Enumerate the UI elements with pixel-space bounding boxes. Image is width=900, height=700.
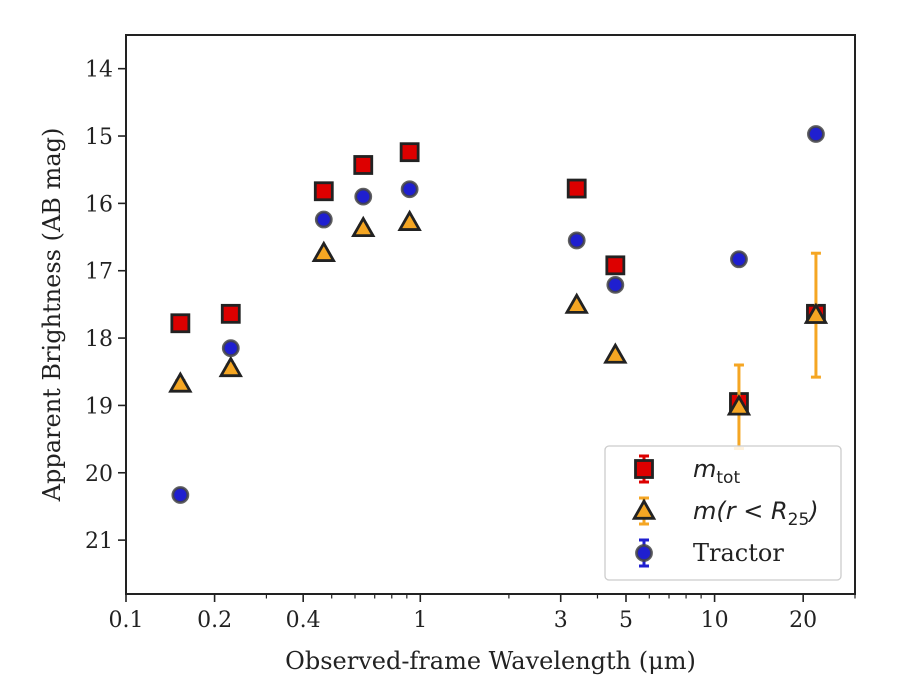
data-point bbox=[220, 303, 241, 324]
legend-marker bbox=[635, 544, 653, 562]
data-point bbox=[218, 355, 243, 378]
data-point bbox=[313, 181, 334, 202]
data-point bbox=[399, 142, 420, 163]
series-circle bbox=[171, 125, 825, 504]
y-tick-label: 14 bbox=[85, 58, 113, 83]
y-tick-label: 19 bbox=[85, 394, 113, 419]
data-point bbox=[354, 187, 373, 206]
y-tick-label: 15 bbox=[85, 125, 113, 150]
y-axis-title: Apparent Brightness (AB mag) bbox=[38, 128, 66, 503]
plot-frame bbox=[125, 34, 856, 595]
x-tick-label: 10 bbox=[701, 608, 729, 633]
data-point bbox=[606, 275, 625, 294]
y-tick-label: 18 bbox=[85, 327, 113, 352]
y-tick-label: 17 bbox=[85, 260, 113, 285]
data-point bbox=[566, 178, 587, 199]
legend-label: mtot bbox=[693, 455, 740, 488]
legend-marker bbox=[634, 459, 654, 479]
y-tick-label: 16 bbox=[85, 192, 113, 217]
data-point bbox=[168, 371, 193, 393]
x-tick-label: 5 bbox=[619, 608, 633, 633]
legend-marker bbox=[631, 498, 657, 520]
data-point bbox=[726, 394, 752, 416]
data-point bbox=[400, 180, 419, 199]
x-tick-label: 0.1 bbox=[109, 608, 144, 633]
data-point bbox=[730, 250, 748, 269]
legend: mtot m(r < R25) Tractor bbox=[604, 445, 842, 581]
data-point bbox=[353, 155, 374, 175]
x-tick-label: 1 bbox=[413, 608, 427, 633]
data-point bbox=[351, 215, 376, 238]
data-point bbox=[605, 255, 626, 276]
data-point bbox=[170, 313, 191, 334]
data-point bbox=[807, 125, 825, 143]
data-point bbox=[567, 231, 586, 250]
data-point bbox=[803, 302, 829, 324]
data-point bbox=[314, 210, 333, 229]
legend-label: Tractor bbox=[693, 539, 784, 567]
x-tick-label: 20 bbox=[789, 608, 817, 633]
x-tick-label: 0.4 bbox=[286, 608, 321, 633]
data-point bbox=[311, 240, 336, 262]
y-tick-label: 20 bbox=[85, 462, 113, 487]
axes-layer: 0.1 0.2 0.4 1 3 5 10 20 14 15 16 17 18 19 20 21 bbox=[85, 58, 856, 633]
data-point bbox=[397, 209, 422, 231]
data-point bbox=[221, 339, 240, 358]
data-point bbox=[603, 342, 628, 364]
y-tick-label: 21 bbox=[85, 529, 113, 554]
x-tick-label: 0.2 bbox=[197, 608, 232, 633]
x-axis-title: Observed-frame Wavelength (μm) bbox=[285, 647, 696, 675]
data-point bbox=[564, 292, 589, 314]
legend-label: m(r < R25) bbox=[693, 497, 819, 530]
series-square bbox=[170, 142, 826, 412]
x-tick-label: 3 bbox=[554, 608, 568, 633]
plot-layer bbox=[168, 125, 829, 504]
legend-box bbox=[604, 445, 842, 581]
data-point bbox=[171, 486, 190, 504]
